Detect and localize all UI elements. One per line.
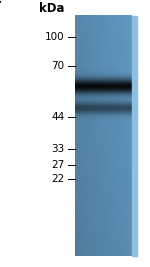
Text: 27: 27 (51, 160, 64, 170)
Text: 44: 44 (51, 112, 64, 122)
Text: 22: 22 (51, 174, 64, 184)
Bar (132, 16, 136, 256)
Text: 70: 70 (51, 61, 64, 72)
Text: kDa: kDa (39, 2, 64, 14)
Text: 33: 33 (51, 144, 64, 154)
Text: 100: 100 (45, 32, 64, 42)
